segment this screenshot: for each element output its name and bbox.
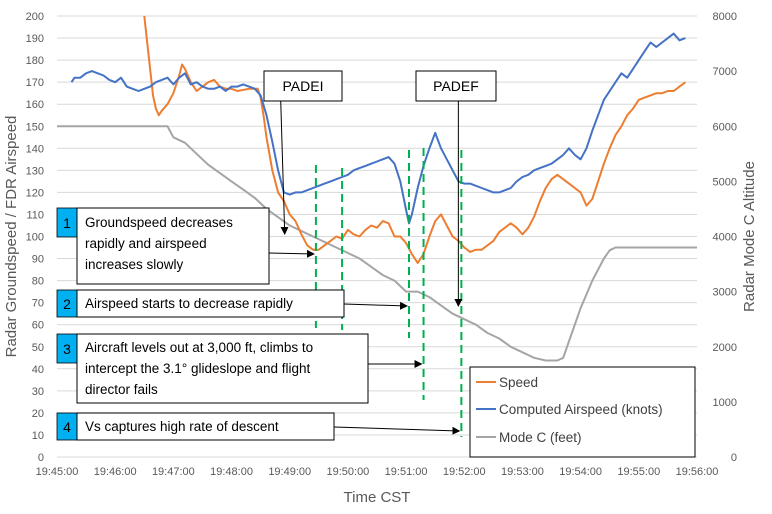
y-right-tick-label: 6000 <box>713 121 737 133</box>
annotation-arrow <box>280 100 289 235</box>
y-right-tick-label: 3000 <box>713 287 737 299</box>
series-layer <box>57 15 697 362</box>
waypoint-padef-label: PADEF <box>433 78 479 94</box>
annotation-arrows <box>268 100 463 435</box>
annotation-3-line-1: Aircraft levels out at 3,000 ft, climbs … <box>85 340 313 355</box>
annotation-2-line-1: Airspeed starts to decrease rapidly <box>85 296 293 311</box>
series-computed-airspeed <box>70 32 686 225</box>
x-tick-label: 19:45:00 <box>36 466 79 478</box>
y-left-tick-label: 160 <box>26 99 44 111</box>
x-tick-label: 19:56:00 <box>676 466 719 478</box>
waypoint-padei: PADEI <box>263 70 343 102</box>
annotation-3-number: 3 <box>63 341 71 357</box>
annotation-1-line-3: increases slowly <box>85 257 184 272</box>
x-tick-label: 19:55:00 <box>617 466 660 478</box>
annotation-arrow <box>333 426 461 435</box>
legend-label-speed: Speed <box>499 375 538 390</box>
x-tick-label: 19:54:00 <box>559 466 602 478</box>
annotation-4-line-1: Vs captures high rate of descent <box>85 419 279 434</box>
y-left-tick-label: 140 <box>26 143 44 155</box>
waypoint-padef-box <box>415 70 497 102</box>
x-axis-title: Time CST <box>344 489 411 506</box>
y-left-tick-label: 10 <box>32 430 44 442</box>
waypoint-padei-box <box>263 70 343 102</box>
legend-box <box>469 366 696 458</box>
y-left-tick-label: 40 <box>32 364 44 376</box>
y-left-tick-label: 120 <box>26 187 44 199</box>
x-axis-ticks: 19:45:00 19:46:00 19:47:00 19:48:00 19:49:00… <box>36 466 719 478</box>
annotation-1-line-2: rapidly and airspeed <box>85 236 207 251</box>
y-left-tick-label: 50 <box>32 342 44 354</box>
annotation-arrow <box>343 301 408 310</box>
annotation-3-box <box>76 333 369 404</box>
y-left-tick-label: 80 <box>32 276 44 288</box>
annotation-1-box <box>76 207 270 285</box>
annotation-3-line-3: director fails <box>85 382 158 397</box>
x-tick-label: 19:50:00 <box>326 466 369 478</box>
x-tick-label: 19:47:00 <box>152 466 195 478</box>
y-left-tick-label: 30 <box>32 386 44 398</box>
annotation-4-box <box>76 412 335 441</box>
x-tick-label: 19:48:00 <box>210 466 253 478</box>
y-right-tick-label: 0 <box>731 452 737 464</box>
legend-label-airspeed: Computed Airspeed (knots) <box>499 402 663 417</box>
x-tick-label: 19:46:00 <box>94 466 137 478</box>
y-left-tick-label: 200 <box>26 11 44 23</box>
y-axis-left-title: Radar Groundspeed / FDR Airspeed <box>3 116 20 358</box>
x-tick-label: 19:53:00 <box>501 466 544 478</box>
y-left-tick-label: 70 <box>32 298 44 310</box>
y-left-tick-label: 60 <box>32 320 44 332</box>
y-left-tick-label: 0 <box>38 452 44 464</box>
y-left-tick-label: 190 <box>26 33 44 45</box>
y-axis-left-ticks: 0 10 20 30 40 50 60 70 80 90 100 110 120 130 140 150 160… <box>26 11 44 464</box>
series-mode-c <box>57 125 697 362</box>
y-right-tick-label: 5000 <box>713 176 737 188</box>
x-tick-label: 19:49:00 <box>268 466 311 478</box>
annotation-4-number: 4 <box>63 419 71 435</box>
y-right-tick-label: 1000 <box>713 397 737 409</box>
y-left-tick-label: 100 <box>26 232 44 244</box>
x-tick-label: 19:51:00 <box>385 466 428 478</box>
y-axis-right-ticks: 0 1000 2000 3000 4000 5000 6000 7000 8000 <box>713 11 737 464</box>
y-right-tick-label: 2000 <box>713 342 737 354</box>
series-speed <box>143 15 686 264</box>
annotation-1-number: 1 <box>63 215 71 231</box>
x-tick-label: 19:52:00 <box>443 466 486 478</box>
y-left-tick-label: 180 <box>26 55 44 67</box>
y-left-tick-label: 20 <box>32 408 44 420</box>
annotation-2-box <box>76 289 345 318</box>
y-axis-right-title: Radar Mode C Altitude <box>741 161 758 312</box>
y-left-tick-label: 110 <box>26 209 44 221</box>
y-left-tick-label: 90 <box>32 254 44 266</box>
annotation-3: 3 Aircraft levels out at 3,000 ft, climb… <box>56 333 369 404</box>
annotation-1-line-1: Groundspeed decreases <box>85 215 233 230</box>
y-right-tick-label: 4000 <box>713 232 737 244</box>
waypoint-padei-label: PADEI <box>283 78 324 94</box>
waypoint-padef: PADEF <box>415 70 497 102</box>
annotation-2-number: 2 <box>63 296 71 312</box>
legend: Speed Computed Airspeed (knots) Mode C (… <box>469 366 696 458</box>
annotation-3-line-2: intercept the 3.1° glideslope and flight <box>85 361 311 376</box>
y-left-tick-label: 170 <box>26 77 44 89</box>
y-left-tick-label: 130 <box>26 165 44 177</box>
legend-label-modec: Mode C (feet) <box>499 430 582 445</box>
y-right-tick-label: 7000 <box>713 66 737 78</box>
y-right-tick-label: 8000 <box>713 11 737 23</box>
annotation-1: 1 Groundspeed decreases rapidly and airs… <box>56 207 270 285</box>
annotation-4: 4 Vs captures high rate of descent <box>56 412 335 441</box>
y-left-tick-label: 150 <box>26 121 44 133</box>
annotation-2: 2 Airspeed starts to decrease rapidly <box>56 289 345 318</box>
annotation-arrow <box>268 249 315 258</box>
